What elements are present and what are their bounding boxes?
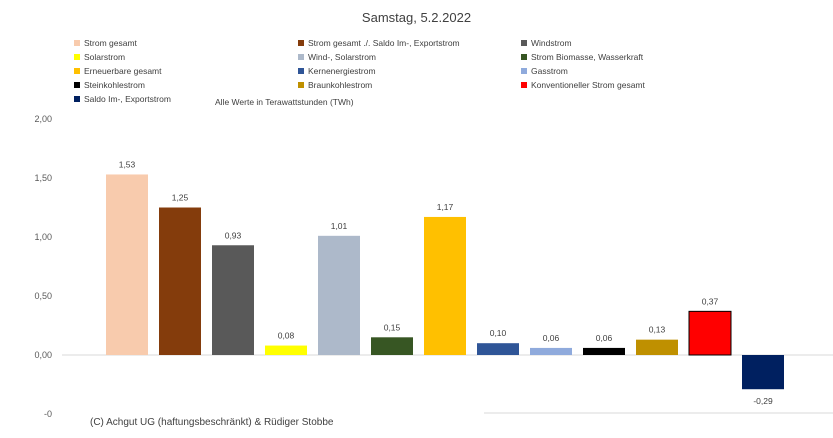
legend-item: Steinkohlestrom [74, 80, 145, 90]
legend-label: Strom gesamt ./. Saldo Im-, Exportstrom [308, 38, 460, 48]
legend-label: Wind-, Solarstrom [308, 52, 377, 62]
legend-item: Solarstrom [74, 52, 125, 62]
legend-swatch [521, 82, 527, 88]
chart-title: Samstag, 5.2.2022 [361, 10, 472, 25]
data-label: 0,06 [596, 333, 613, 343]
y-tick-label: 1,00 [34, 232, 52, 242]
data-label: 1,17 [437, 202, 454, 212]
legend-label: Braunkohlestrom [308, 80, 373, 90]
legend-item: Braunkohlestrom [298, 80, 372, 90]
y-tick-label: 0,50 [34, 291, 52, 301]
data-label: 1,01 [331, 221, 348, 231]
legend-swatch [521, 40, 527, 46]
y-tick-label: 0,00 [34, 350, 52, 360]
bar [159, 207, 201, 355]
legend-label: Saldo Im-, Exportstrom [84, 94, 171, 104]
data-label: 1,25 [172, 193, 189, 203]
legend-label: Konventioneller Strom gesamt [531, 80, 645, 90]
bar [583, 347, 625, 355]
legend-label: Strom gesamt [84, 38, 137, 48]
y-tick-label: 1,50 [34, 173, 52, 183]
data-label: 0,13 [649, 325, 666, 335]
legend-label: Erneuerbare gesamt [84, 66, 162, 76]
data-label: 0,10 [490, 328, 507, 338]
legend-swatch [74, 54, 80, 60]
data-label: 0,37 [702, 296, 719, 306]
legend-swatch [74, 96, 80, 102]
data-label: 0,08 [278, 331, 295, 341]
legend-label: Solarstrom [84, 52, 126, 62]
bar [688, 310, 732, 356]
legend-swatch [74, 82, 80, 88]
bar [212, 245, 254, 355]
bar [424, 216, 466, 355]
legend-item: Strom Biomasse, Wasserkraft [521, 52, 643, 62]
legend-item: Konventioneller Strom gesamt [521, 80, 645, 90]
legend-label: Strom Biomasse, Wasserkraft [531, 52, 644, 62]
legend-item: Windstrom [521, 38, 572, 48]
bar [106, 174, 148, 355]
legend-swatch [298, 54, 304, 60]
data-label: 0,06 [543, 333, 560, 343]
legend-label: Windstrom [531, 38, 572, 48]
legend-swatch [74, 40, 80, 46]
bar [636, 339, 678, 355]
legend-item: Gasstrom [521, 66, 568, 76]
legend-label: Gasstrom [531, 66, 568, 76]
bar [265, 345, 307, 355]
data-label: 0,93 [225, 230, 242, 240]
bar [477, 343, 519, 355]
bar [742, 355, 784, 390]
bar [371, 337, 413, 355]
bar [318, 235, 360, 355]
y-tick-label: -0 [44, 409, 52, 419]
legend-swatch [521, 54, 527, 60]
legend-item: Erneuerbare gesamt [74, 66, 162, 76]
legend-item: Wind-, Solarstrom [298, 52, 376, 62]
legend-swatch [298, 40, 304, 46]
legend-swatch [298, 68, 304, 74]
copyright-note: (C) Achgut UG (haftungsbeschränkt) & Rüd… [90, 417, 334, 428]
legend-swatch [74, 68, 80, 74]
data-label: 0,15 [384, 322, 401, 332]
legend-swatch [298, 82, 304, 88]
legend-swatch [521, 68, 527, 74]
legend-label: Kernenergiestrom [308, 66, 376, 76]
y-tick-label: 2,00 [34, 114, 52, 124]
units-note: Alle Werte in Terawattstunden (TWh) [215, 97, 354, 107]
data-label: 1,53 [119, 159, 136, 169]
data-label: -0,29 [753, 396, 773, 406]
legend-item: Strom gesamt ./. Saldo Im-, Exportstrom [298, 38, 460, 48]
legend-item: Strom gesamt [74, 38, 137, 48]
bar [530, 347, 572, 355]
legend-item: Kernenergiestrom [298, 66, 376, 76]
legend-item: Saldo Im-, Exportstrom [74, 94, 171, 104]
legend-label: Steinkohlestrom [84, 80, 145, 90]
